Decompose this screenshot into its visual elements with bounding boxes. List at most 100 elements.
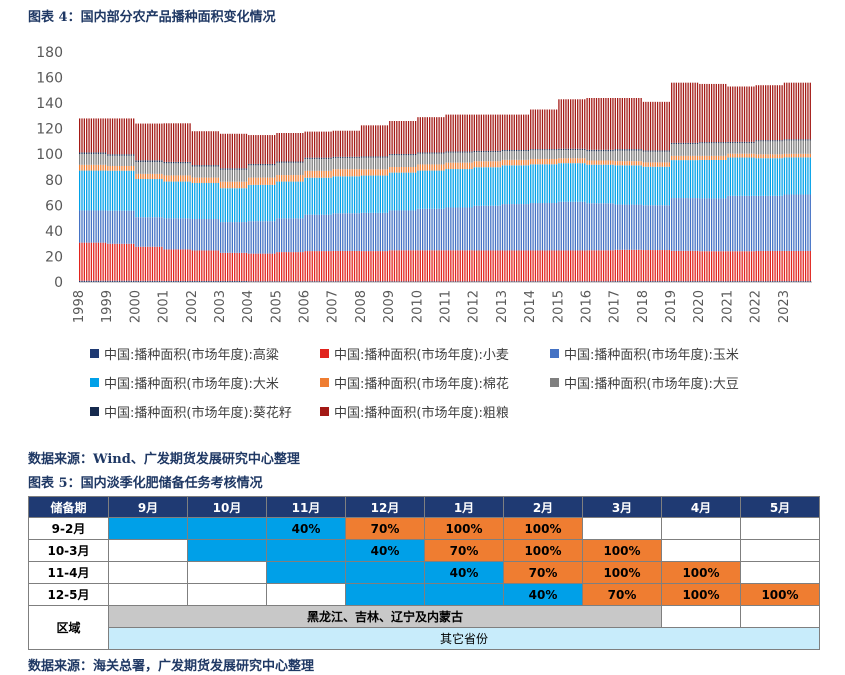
bar-segment: [753, 157, 755, 196]
bar-segment: [483, 250, 485, 282]
bar-segment: [269, 165, 271, 178]
bar-segment: [102, 153, 104, 165]
bar-segment: [201, 250, 203, 281]
bar-segment: [332, 281, 335, 282]
bar-segment: [527, 159, 530, 166]
bar-segment: [793, 157, 795, 195]
bar-segment: [370, 251, 372, 282]
bar-segment: [525, 159, 527, 166]
bar-segment: [570, 281, 572, 282]
bar-segment: [790, 157, 793, 195]
x-tick-label: 2006: [298, 290, 313, 323]
bar-segment: [396, 167, 398, 173]
bar-segment: [790, 153, 793, 158]
bar-segment: [527, 281, 530, 282]
bar-segment: [546, 281, 548, 282]
bar-segment: [281, 252, 283, 282]
bar-segment: [252, 184, 255, 222]
bar-segment: [304, 158, 306, 171]
bar-segment: [306, 131, 309, 158]
bar-segment: [222, 169, 224, 182]
bar-segment: [276, 161, 278, 163]
bar-segment: [767, 85, 769, 141]
bar-segment: [619, 281, 621, 282]
bar-segment: [295, 281, 297, 282]
bar-segment: [654, 150, 656, 152]
progress-cell: 40%: [424, 561, 504, 584]
bar-segment: [506, 250, 508, 282]
bar-segment: [346, 130, 349, 157]
bar-segment: [694, 82, 696, 143]
bar-segment: [666, 166, 668, 206]
bar-segment: [222, 181, 224, 189]
bar-segment: [111, 154, 114, 156]
bar-segment: [313, 214, 316, 252]
bar-segment: [809, 82, 811, 140]
bar-segment: [774, 141, 776, 155]
bar-segment: [187, 123, 189, 162]
bar-segment: [720, 251, 722, 282]
bar-segment: [699, 159, 701, 199]
bar-segment: [161, 217, 163, 247]
bar-segment: [513, 165, 515, 205]
bar-segment: [713, 281, 715, 282]
bar-segment: [447, 250, 450, 282]
bar-segment: [741, 251, 743, 282]
bar-segment: [116, 210, 118, 244]
bar-segment: [165, 175, 168, 182]
bar-segment: [527, 151, 530, 160]
bar-segment: [170, 280, 172, 282]
bar-segment: [718, 143, 720, 156]
bar-segment: [417, 281, 419, 282]
bar-segment: [100, 170, 102, 211]
bar-segment: [696, 198, 699, 251]
bar-segment: [534, 164, 537, 204]
bar-segment: [367, 281, 370, 282]
bar-segment: [541, 150, 544, 159]
bar-segment: [795, 140, 797, 154]
bar-segment: [283, 133, 285, 162]
bar-segment: [281, 181, 283, 219]
bar-segment: [346, 281, 349, 282]
bar-segment: [356, 213, 358, 251]
bar-segment: [473, 161, 475, 168]
bar-segment: [177, 218, 179, 250]
bar-segment: [424, 208, 426, 251]
bar-segment: [741, 281, 743, 282]
bar-segment: [332, 156, 335, 158]
bar-segment: [473, 167, 475, 206]
bar-segment: [424, 250, 426, 282]
bar-segment: [205, 131, 208, 166]
bar-segment: [281, 162, 283, 176]
bar-segment: [621, 161, 623, 166]
bar-segment: [422, 250, 424, 282]
bar-segment: [720, 143, 722, 156]
bar-segment: [353, 213, 356, 251]
bar-segment: [607, 281, 609, 282]
bar-segment: [175, 280, 177, 282]
bar-segment: [532, 150, 534, 159]
bar-segment: [734, 142, 736, 154]
bar-segment: [187, 161, 189, 164]
bar-segment: [779, 140, 781, 142]
bar-segment: [584, 163, 586, 202]
bar-segment: [645, 162, 647, 167]
bar-segment: [501, 204, 504, 251]
bar-segment: [804, 139, 807, 141]
bar-segment: [595, 203, 598, 251]
bar-segment: [520, 204, 522, 251]
bar-segment: [708, 281, 710, 282]
bar-segment: [215, 165, 217, 167]
bar-segment: [227, 222, 229, 253]
bar-segment: [772, 281, 774, 282]
bar-segment: [161, 160, 163, 163]
bar-segment: [755, 85, 757, 141]
bar-segment: [757, 158, 760, 196]
bar-segment: [642, 101, 645, 151]
bar-segment: [431, 208, 433, 251]
bar-segment: [133, 154, 135, 156]
bar-segment: [713, 251, 715, 282]
bar-segment: [497, 161, 499, 168]
bar-segment: [624, 98, 626, 150]
bar-segment: [412, 210, 414, 251]
